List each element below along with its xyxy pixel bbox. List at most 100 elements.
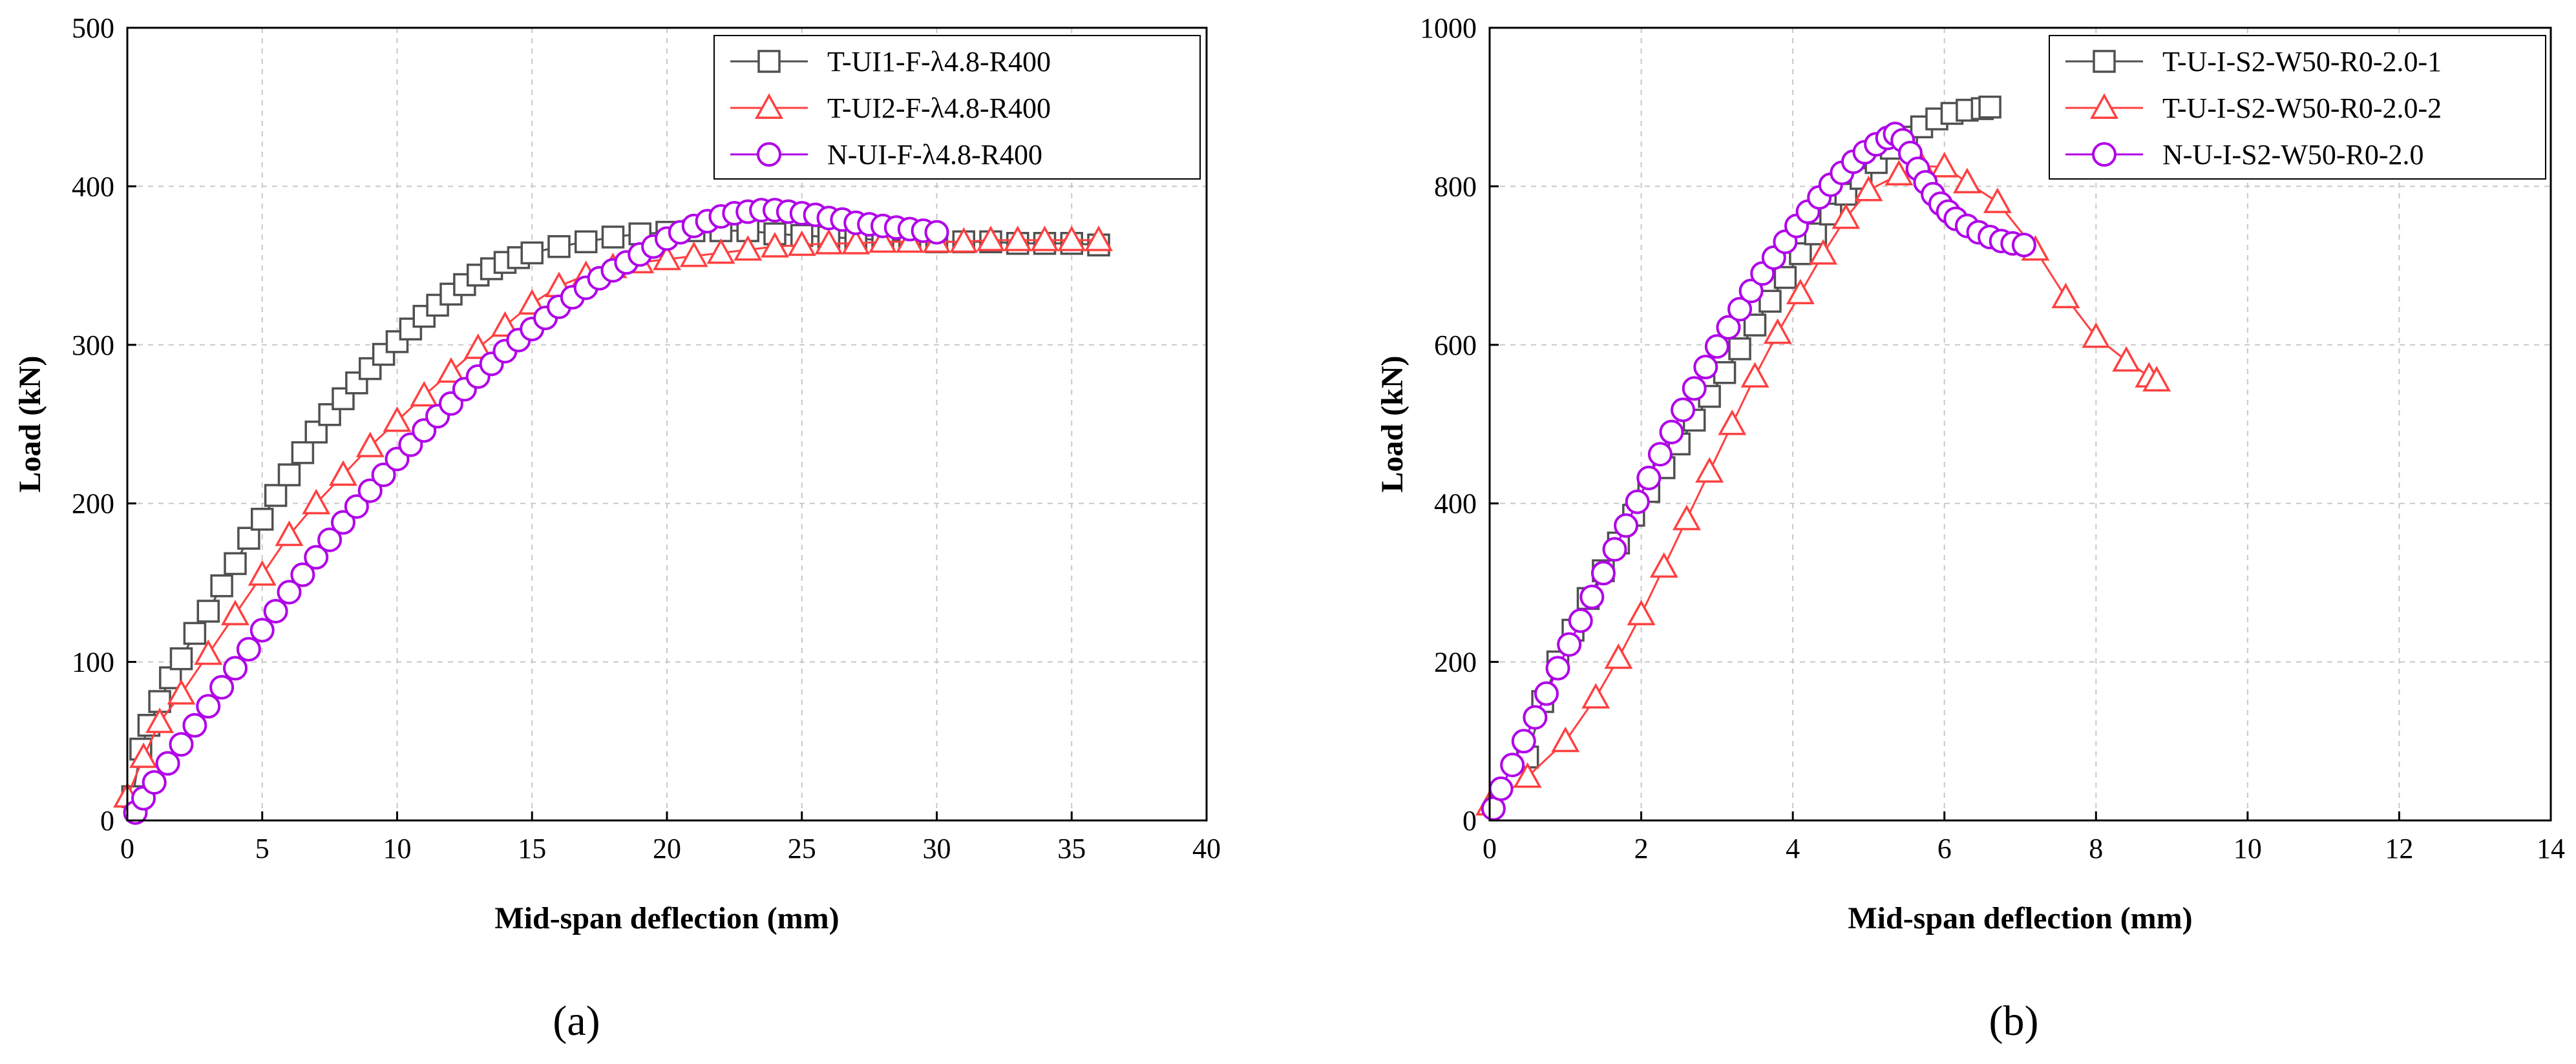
data-point bbox=[210, 574, 233, 598]
x-tick-label: 12 bbox=[2385, 833, 2413, 864]
data-point bbox=[787, 230, 816, 256]
data-point bbox=[1952, 167, 1981, 194]
data-point bbox=[248, 560, 277, 586]
data-point bbox=[814, 229, 843, 255]
legend-marker bbox=[757, 50, 781, 73]
x-tick-label: 25 bbox=[788, 833, 816, 864]
data-point bbox=[1832, 203, 1861, 229]
data-point bbox=[237, 527, 260, 550]
data-point bbox=[1602, 537, 1627, 562]
data-point bbox=[1682, 376, 1707, 401]
y-tick-label: 500 bbox=[72, 12, 114, 44]
data-point bbox=[1003, 225, 1032, 251]
plot-frame bbox=[1488, 26, 2552, 822]
data-point bbox=[1758, 289, 1782, 313]
legend-label: N-U-I-S2-W50-R0-2.0 bbox=[2162, 139, 2423, 171]
data-point bbox=[1590, 561, 1616, 586]
data-point bbox=[169, 647, 193, 671]
data-point bbox=[547, 235, 571, 258]
data-point bbox=[1854, 175, 1883, 202]
data-point bbox=[329, 460, 357, 486]
y-tick-label: 600 bbox=[1434, 329, 1477, 361]
data-point bbox=[2142, 366, 2171, 391]
data-point bbox=[1636, 465, 1662, 490]
data-point bbox=[1625, 489, 1650, 514]
y-tick-label: 200 bbox=[72, 488, 114, 519]
data-point bbox=[2112, 346, 2141, 372]
data-point bbox=[1557, 632, 1582, 657]
data-point bbox=[1030, 225, 1059, 251]
data-point bbox=[437, 357, 465, 383]
legend-marker bbox=[755, 93, 783, 119]
data-point bbox=[977, 225, 1005, 251]
data-point bbox=[383, 406, 412, 432]
data-point bbox=[344, 494, 369, 519]
x-tick-label: 2 bbox=[1634, 833, 1649, 864]
data-point bbox=[1671, 397, 1696, 422]
data-point bbox=[155, 751, 180, 776]
data-point bbox=[277, 579, 302, 605]
x-axis-title: Mid-span deflection (mm) bbox=[1848, 901, 2192, 935]
data-point bbox=[1627, 600, 1656, 625]
data-point bbox=[249, 618, 275, 643]
data-point bbox=[1488, 776, 1514, 801]
data-point bbox=[194, 639, 223, 665]
data-point bbox=[142, 770, 167, 795]
data-point bbox=[1884, 160, 1914, 185]
data-point bbox=[1809, 239, 1838, 265]
series-2 bbox=[1481, 121, 2036, 821]
data-point bbox=[1084, 225, 1113, 251]
series-line bbox=[1526, 106, 1990, 758]
data-point bbox=[1738, 278, 1764, 304]
legend-marker bbox=[757, 142, 781, 167]
legend-label: T-U-I-S2-W50-R0-2.0-2 bbox=[2162, 92, 2442, 124]
y-axis-title: Load (kN) bbox=[1375, 355, 1409, 492]
y-tick-label: 400 bbox=[72, 171, 114, 202]
data-point bbox=[491, 311, 520, 337]
data-point bbox=[520, 241, 544, 265]
data-point bbox=[224, 552, 247, 576]
data-point bbox=[841, 229, 871, 255]
data-point bbox=[410, 381, 439, 407]
data-point bbox=[1740, 362, 1769, 388]
series-0 bbox=[121, 219, 1110, 808]
data-point bbox=[182, 713, 207, 738]
series-line bbox=[131, 229, 1099, 797]
data-point bbox=[236, 636, 261, 662]
data-point bbox=[1659, 419, 1684, 444]
x-tick-label: 5 bbox=[255, 833, 269, 864]
data-point bbox=[761, 232, 789, 258]
chart-panel-b: 0 2 4 6 8 10 12 14 0 200 400 600 800 1000 Mid-span def… bbox=[1375, 12, 2565, 1045]
data-point bbox=[1727, 297, 1753, 322]
data-point bbox=[734, 235, 763, 261]
y-tick-label: 0 bbox=[1462, 805, 1477, 837]
data-point bbox=[1930, 152, 1959, 178]
data-point bbox=[1716, 315, 1741, 340]
plot-frame bbox=[126, 26, 1208, 822]
data-point bbox=[355, 432, 385, 457]
data-point bbox=[653, 244, 681, 271]
chart-panel-a: 0 5 10 15 20 25 30 35 400100200300400500Mid-span… bbox=[13, 12, 1221, 1045]
legend-marker bbox=[2090, 93, 2118, 119]
data-point bbox=[357, 478, 383, 503]
data-point bbox=[1568, 608, 1593, 633]
data-point bbox=[129, 742, 158, 768]
x-tick-label: 4 bbox=[1786, 833, 1800, 864]
x-tick-label: 10 bbox=[2233, 833, 2262, 864]
data-point bbox=[1786, 278, 1815, 304]
x-tick-label: 35 bbox=[1057, 833, 1086, 864]
x-tick-label: 40 bbox=[1192, 833, 1221, 864]
y-tick-label: 800 bbox=[1434, 171, 1477, 202]
data-point bbox=[1513, 762, 1542, 788]
data-point bbox=[1983, 187, 2012, 213]
x-tick-label: 10 bbox=[383, 833, 412, 864]
y-tick-label: 100 bbox=[72, 647, 114, 678]
data-point bbox=[169, 732, 194, 757]
data-point bbox=[145, 707, 174, 733]
series-1 bbox=[1475, 152, 2171, 816]
data-point bbox=[679, 241, 708, 267]
data-point bbox=[1523, 705, 1548, 730]
data-point bbox=[463, 333, 492, 359]
x-tick-label: 15 bbox=[518, 833, 546, 864]
